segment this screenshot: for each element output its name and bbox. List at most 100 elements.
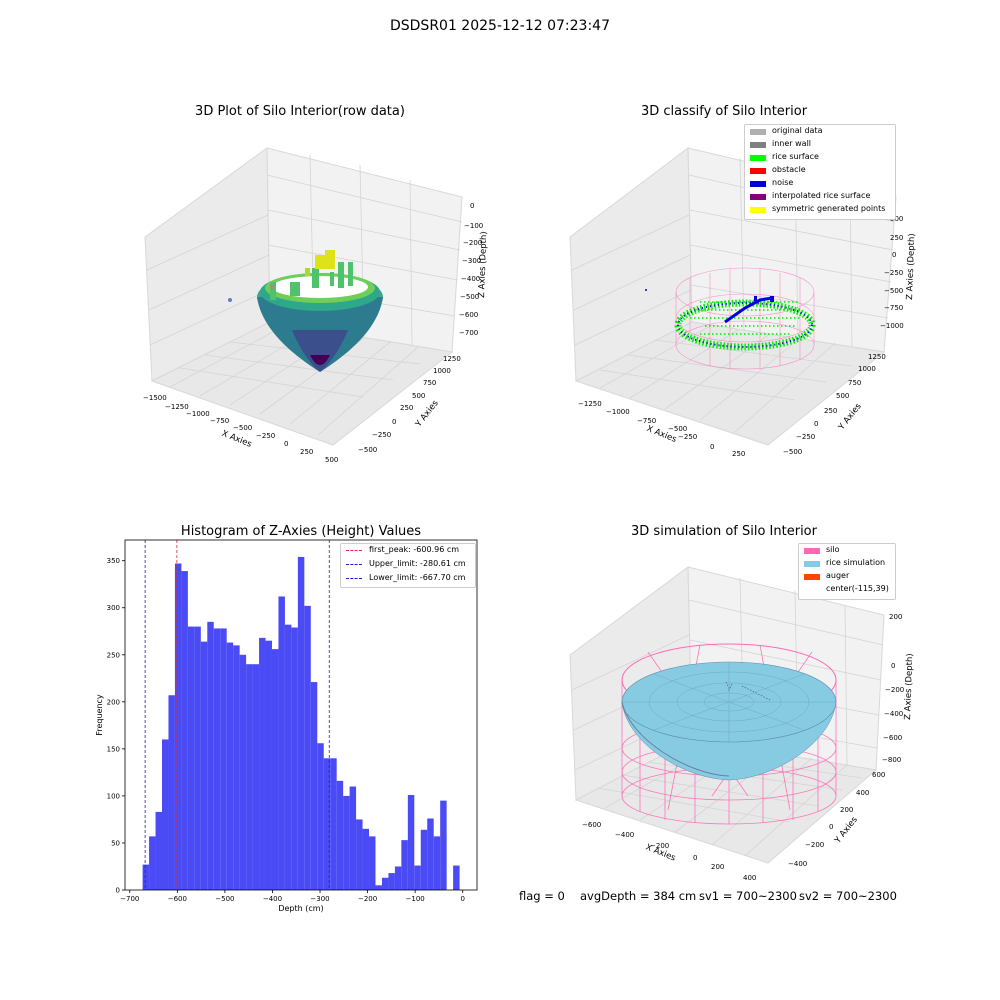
histogram-bar <box>427 818 434 890</box>
x-tick-label: −700 <box>120 895 139 903</box>
status-flag: flag = 0 <box>519 889 565 903</box>
raw-ztick: −400 <box>461 275 480 283</box>
histogram-bar <box>194 626 201 890</box>
legend-swatch <box>804 561 820 567</box>
legend-label: rice simulation <box>826 558 886 567</box>
raw-ztick: −500 <box>460 293 479 301</box>
histogram-chart[interactable]: −700 −600 −500 −400 −300 −200 −100 0 0 50 100 150 2… <box>80 530 500 920</box>
histogram-bar <box>440 800 447 890</box>
legend-swatch <box>750 129 766 135</box>
histogram-bar <box>149 836 156 890</box>
legend-label: rice surface <box>772 152 819 161</box>
classify-ztick: −750 <box>884 304 903 312</box>
histogram-bar <box>265 640 272 890</box>
histogram-bar <box>284 624 292 890</box>
raw-xtick: −500 <box>233 424 252 432</box>
legend-swatch <box>750 142 766 148</box>
sim-zlabel: Z Axies (Depth) <box>903 653 915 720</box>
histogram-bar <box>233 645 240 890</box>
legend-swatch <box>804 548 820 554</box>
histogram-bar <box>356 819 363 890</box>
raw-xtick: −750 <box>210 417 229 425</box>
raw-ytick: −250 <box>372 431 391 439</box>
legend-swatch <box>804 574 820 580</box>
classify-ytick: 1000 <box>858 365 876 373</box>
histogram-bar <box>271 649 279 890</box>
x-tick-label: −400 <box>263 895 282 903</box>
legend-label: original data <box>772 126 823 135</box>
sim-ztick: 0 <box>891 662 895 670</box>
legend-label: center(-115,39) <box>826 584 889 593</box>
classify-legend: original data inner wall rice surface ob… <box>744 124 896 220</box>
raw-ytick: 0 <box>392 418 396 426</box>
legend-label: obstacle <box>772 165 806 174</box>
simulation-plot-title: 3D simulation of Silo Interior <box>631 524 817 539</box>
histogram-bar <box>174 563 182 890</box>
sim-ztick: 200 <box>889 613 902 621</box>
histogram-bar <box>155 811 163 890</box>
raw-xtick: −1000 <box>186 410 210 418</box>
raw-xtick: −1500 <box>143 394 167 402</box>
histogram-bar <box>317 743 324 890</box>
simulation-3d-plot[interactable]: −600 −400 −200 0 200 400 −400 −200 0 200… <box>550 540 930 880</box>
histogram-bar <box>187 626 195 890</box>
legend-label: Upper_limit: -280.61 cm <box>369 559 466 568</box>
raw-xtick: 0 <box>284 440 288 448</box>
histogram-bar <box>181 571 188 890</box>
classify-ytick: 500 <box>836 392 849 400</box>
y-tick-label: 250 <box>107 651 120 659</box>
raw-zlabel: Z Axies (Depth) <box>477 231 489 298</box>
classify-ytick: −500 <box>783 448 802 456</box>
legend-label: interpolated rice surface <box>772 191 871 200</box>
histogram-bar <box>323 758 331 890</box>
legend-swatch <box>750 194 766 200</box>
classify-ztick: 0 <box>892 251 896 259</box>
histogram-legend: first_peak: -600.96 cm Upper_limit: -280… <box>340 543 476 588</box>
y-tick-label: 300 <box>107 604 120 612</box>
raw-ytick: 1250 <box>443 355 461 363</box>
classify-plot-title: 3D classify of Silo Interior <box>640 104 808 119</box>
classify-xtick: −500 <box>668 425 687 433</box>
raw-3d-plot[interactable]: −1500 −1250 −1000 −750 −500 −250 0 250 5… <box>120 125 500 470</box>
raw-ztick: −300 <box>462 257 481 265</box>
sim-ytick: −400 <box>788 860 807 868</box>
sim-xtick: 0 <box>693 854 697 862</box>
histogram-bar <box>394 866 402 890</box>
histogram-bar <box>291 627 298 890</box>
sim-ztick: −600 <box>883 734 902 742</box>
legend-label: auger <box>826 571 850 580</box>
raw-ylabel: Y Axies <box>413 398 441 430</box>
histogram-bar <box>362 828 370 890</box>
histogram-bar <box>252 664 260 890</box>
simulation-legend: silo rice simulation auger center(-115,3… <box>798 543 896 600</box>
histogram-bar <box>381 877 389 890</box>
x-tick-label: −200 <box>358 895 377 903</box>
legend-line-first-peak <box>346 550 362 551</box>
histogram-bar <box>407 794 415 890</box>
raw-ytick: 750 <box>423 379 436 387</box>
histogram-frame <box>124 539 478 891</box>
classify-ztick: −1000 <box>880 322 904 330</box>
sim-ytick: −200 <box>805 841 824 849</box>
raw-ztick: −600 <box>459 311 478 319</box>
y-tick-label: 350 <box>107 557 120 565</box>
sim-ytick: 200 <box>840 806 853 814</box>
y-tick-label: 0 <box>116 887 120 895</box>
legend-label: noise <box>772 178 794 187</box>
y-tick-label: 50 <box>111 839 120 847</box>
sim-xtick: −600 <box>582 821 601 829</box>
classify-ztick: 250 <box>890 234 903 242</box>
legend-swatch <box>750 207 766 213</box>
raw-ztick: −100 <box>464 222 483 230</box>
histogram-bar <box>246 664 253 890</box>
histogram-bar <box>336 780 344 890</box>
classify-ytick: −250 <box>796 433 815 441</box>
classify-xtick: −750 <box>637 417 656 425</box>
sim-ztick: −400 <box>884 710 903 718</box>
raw-ytick: 250 <box>400 404 413 412</box>
sim-ytick: 0 <box>829 823 833 831</box>
legend-label: Lower_limit: -667.70 cm <box>369 573 466 582</box>
histogram-bar <box>259 637 266 890</box>
histogram-bar <box>168 695 175 890</box>
raw-xtick: 500 <box>325 456 338 464</box>
